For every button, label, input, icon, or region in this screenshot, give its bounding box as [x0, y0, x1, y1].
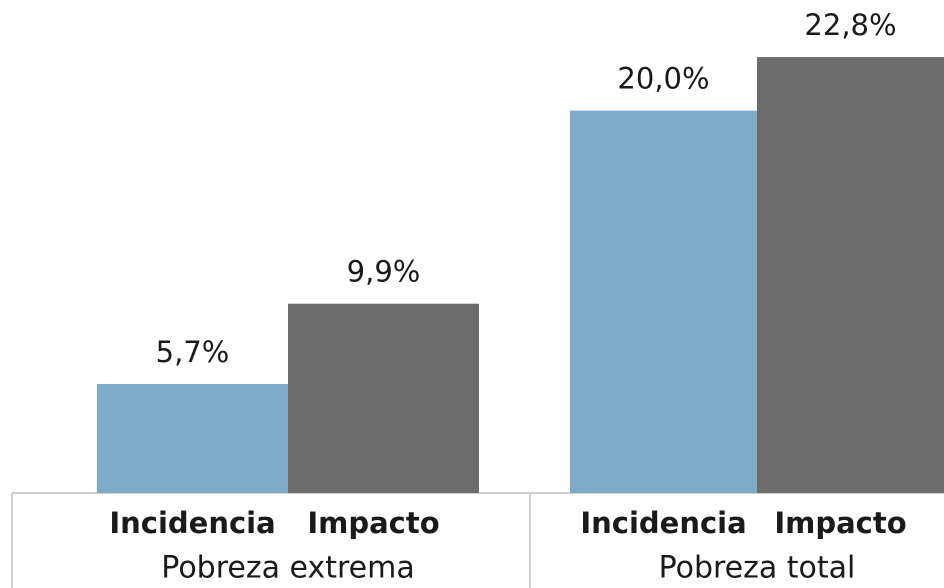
series-label: Impacto [307, 506, 439, 540]
series-label: Incidencia [109, 506, 275, 540]
bar [570, 110, 757, 493]
value-label: 20,0% [617, 62, 709, 96]
category-label: Pobreza total [659, 551, 856, 586]
bar [97, 384, 288, 493]
series-label: Impacto [774, 506, 906, 540]
value-label: 22,8% [804, 8, 896, 42]
bar [288, 303, 479, 493]
value-label: 9,9% [347, 255, 421, 289]
bar [757, 57, 944, 494]
series-label: Incidencia [580, 506, 746, 540]
value-label: 5,7% [156, 335, 230, 369]
category-label: Pobreza extrema [161, 551, 414, 586]
